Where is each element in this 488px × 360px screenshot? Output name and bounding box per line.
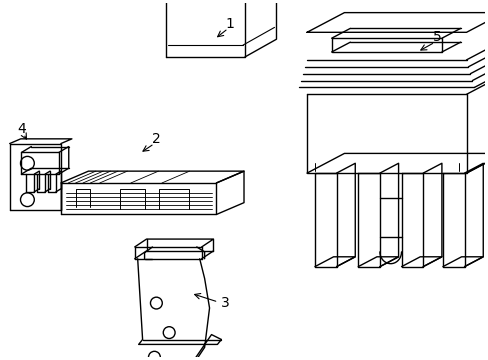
Text: 1: 1 (225, 17, 234, 31)
Text: 3: 3 (221, 296, 229, 310)
Text: 5: 5 (432, 30, 441, 44)
Text: 4: 4 (17, 122, 26, 136)
Text: 2: 2 (152, 132, 161, 146)
